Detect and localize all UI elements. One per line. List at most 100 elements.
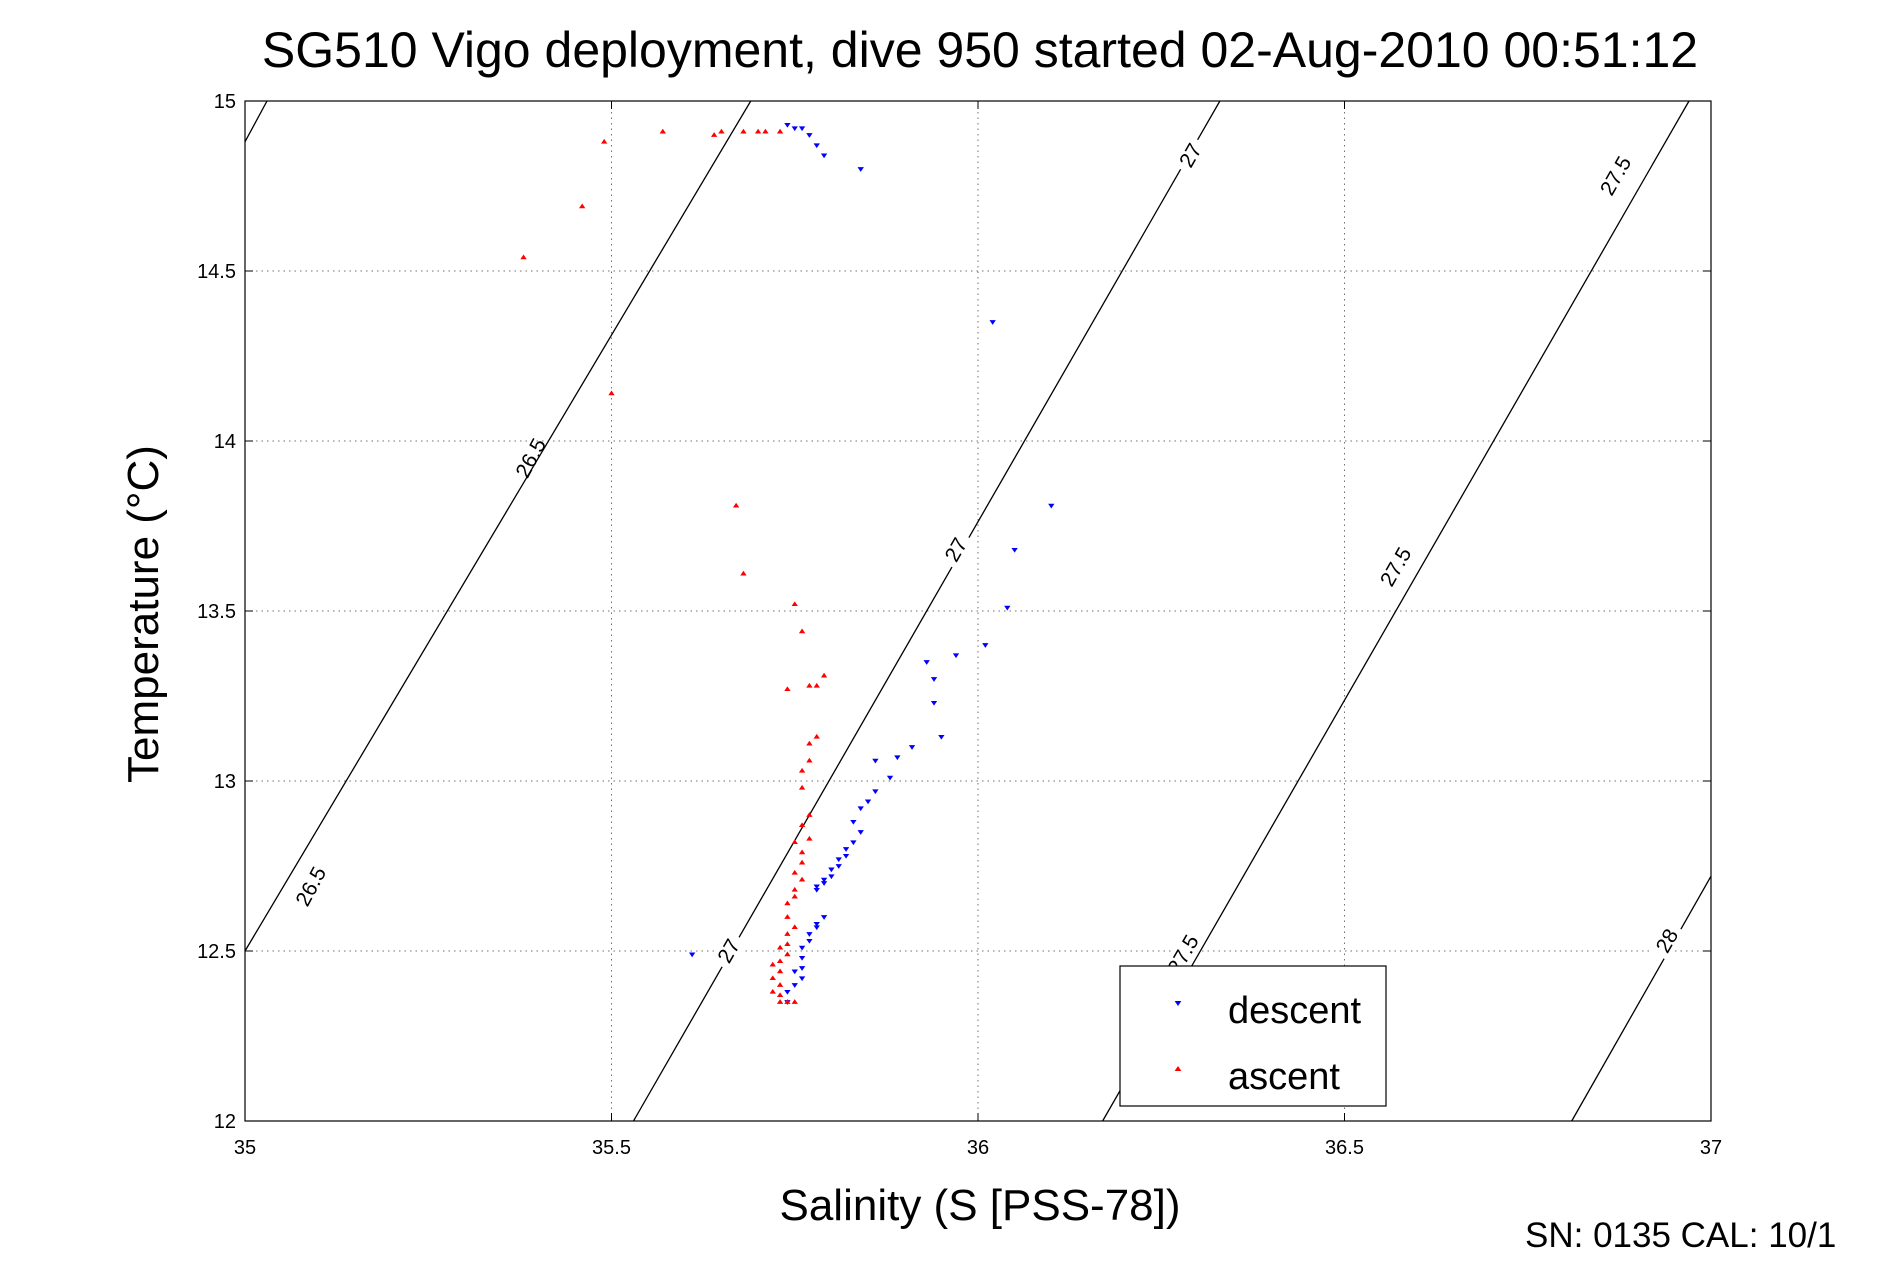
point-descent [842, 847, 850, 852]
y-axis-label: Temperature (°C) [119, 445, 168, 783]
point-ascent [791, 893, 798, 899]
point-descent [813, 925, 820, 931]
point-descent [806, 133, 813, 138]
legend-box [1119, 965, 1387, 1107]
point-descent [1048, 503, 1055, 509]
isopycnal-27.5 [1102, 100, 1690, 1122]
grid [245, 101, 1711, 1121]
point-ascent [806, 682, 813, 688]
point-ascent [791, 869, 798, 875]
point-descent [1011, 547, 1018, 553]
contour-label-bg [293, 866, 329, 907]
point-ascent [791, 601, 798, 607]
point-descent [886, 775, 894, 781]
contour-label-27.5: 27.5 [1376, 544, 1416, 591]
data-points [520, 122, 1055, 1005]
point-descent [850, 819, 857, 825]
point-ascent [784, 931, 791, 936]
point-ascent [813, 733, 820, 739]
point-ascent [776, 999, 784, 1004]
x-tick-label: 37 [1700, 1137, 1722, 1159]
x-tick-label: 35 [234, 1137, 256, 1159]
point-descent [820, 915, 828, 920]
point-ascent [776, 968, 784, 974]
point-ascent [806, 740, 813, 746]
point-descent [857, 167, 864, 172]
point-ascent [776, 992, 784, 998]
y-tick-label: 14 [214, 431, 236, 453]
legend-marker-ascent-glyph [1174, 1065, 1182, 1071]
point-descent [894, 755, 901, 761]
contour-label-26.5: 26.5 [511, 435, 551, 482]
point-ascent [732, 502, 740, 508]
isopycnal-26.5 [244, 100, 268, 143]
legend-marker-descent [1174, 1001, 1182, 1007]
point-descent [828, 867, 835, 873]
point-descent [688, 952, 696, 958]
y-tick-label: 15 [214, 91, 236, 113]
point-ascent [806, 835, 813, 841]
point-descent [820, 153, 828, 159]
x-tick-label: 36.5 [1325, 1137, 1364, 1159]
y-tick-label: 14.5 [197, 261, 236, 283]
point-descent [835, 857, 842, 863]
point-descent [798, 945, 806, 951]
point-descent [952, 653, 960, 659]
point-descent [828, 874, 835, 880]
point-descent [872, 758, 879, 764]
point-ascent [791, 839, 798, 845]
point-ascent [813, 682, 820, 688]
point-descent [784, 122, 791, 128]
point-ascent [784, 999, 791, 1004]
x-axis-label: Salinity (S [PSS-78]) [779, 1181, 1180, 1230]
point-ascent [769, 961, 776, 967]
contour-label-bg [710, 930, 747, 972]
point-descent [857, 830, 864, 835]
point-ascent [762, 128, 769, 134]
point-descent [813, 884, 820, 890]
point-ascent [659, 128, 666, 134]
contour-label-bg [1165, 934, 1202, 975]
chart-title: SG510 Vigo deployment, dive 950 started … [262, 22, 1698, 78]
contour-label-bg [1597, 155, 1634, 197]
point-ascent [798, 628, 806, 634]
point-descent [806, 938, 813, 944]
point-ascent [798, 876, 806, 882]
legend-marker-ascent [1174, 1065, 1182, 1071]
point-descent [813, 921, 820, 927]
point-ascent [784, 941, 791, 947]
y-tick-label: 12.5 [197, 941, 236, 963]
x-tick-label: 36 [967, 1137, 989, 1159]
point-ascent [784, 686, 791, 692]
point-descent [820, 877, 828, 883]
point-ascent [784, 914, 791, 919]
contour-label-bg [1649, 920, 1685, 962]
point-ascent [608, 390, 615, 396]
contour-label-bg [1172, 135, 1209, 176]
legend-label-descent: descent [1228, 990, 1362, 1032]
point-descent [989, 320, 996, 325]
point-ascent [798, 784, 806, 790]
point-ascent [754, 128, 762, 134]
contour-label-26.5: 26.5 [292, 863, 332, 910]
legend-label-ascent: ascent [1228, 1056, 1340, 1098]
point-descent [872, 789, 879, 795]
point-descent [798, 955, 806, 961]
point-ascent [740, 570, 747, 576]
point-descent [798, 976, 806, 982]
y-tick-label: 13 [214, 771, 236, 793]
contour-label-bg [513, 437, 549, 479]
point-ascent [798, 849, 806, 855]
contour-label-27.5: 27.5 [1596, 153, 1636, 200]
point-descent [791, 969, 798, 975]
point-ascent [791, 924, 798, 930]
point-descent [813, 887, 820, 893]
contour-label-bg [938, 529, 975, 571]
point-ascent [806, 812, 813, 817]
legend: descent ascent [1119, 965, 1387, 1107]
point-descent [923, 660, 930, 665]
axis-ticks: 35 35.5 36 36.5 37 12 12.5 13 13.5 14 14.5 15 [197, 91, 1722, 1159]
point-ascent [798, 822, 806, 828]
point-ascent [769, 988, 776, 994]
point-ascent [798, 767, 806, 773]
